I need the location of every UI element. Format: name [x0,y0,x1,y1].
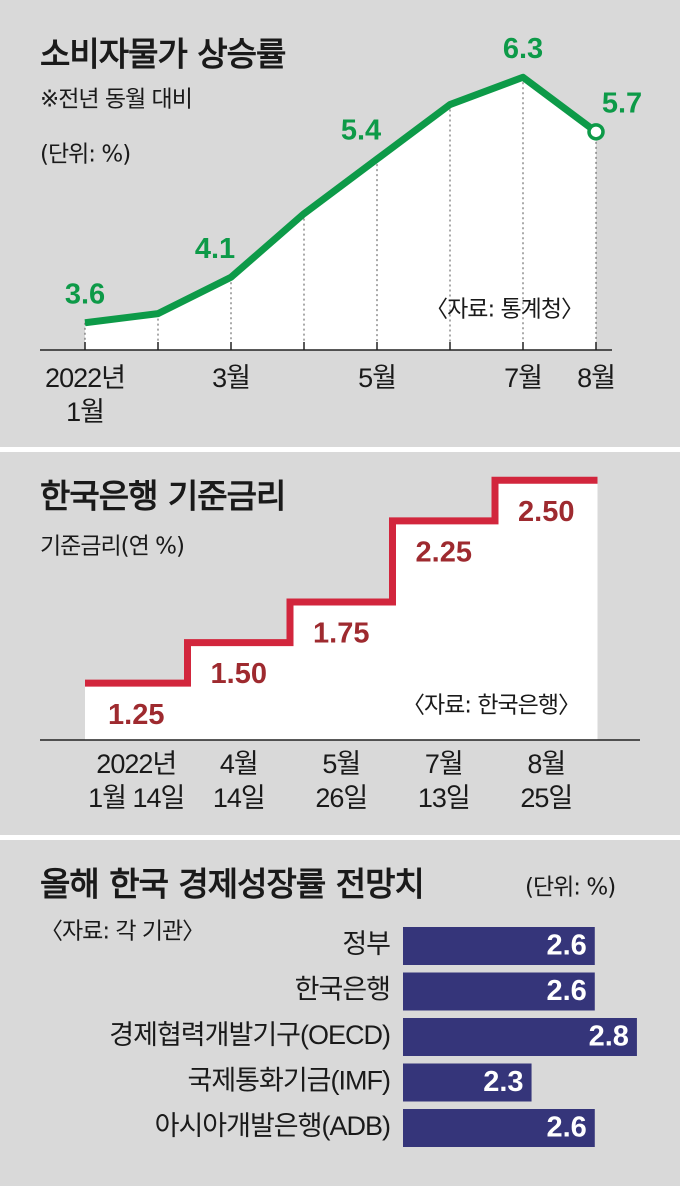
area [85,77,596,350]
chart-title: 한국은행 기준금리 [40,477,285,516]
category-label: 경제협력개발기구(OECD) [109,1020,390,1050]
x-tick-label: 3월 [212,363,250,393]
text-line: 2022년 [96,749,176,779]
data-label: 2.6 [546,975,586,1007]
category-label: 아시아개발은행(ADB) [155,1111,390,1141]
bar [403,1109,595,1147]
data-label: 2.8 [589,1021,629,1053]
step-bar [290,602,393,740]
x-tick-label: 5월 26일 [315,749,367,813]
data-label: 2.3 [483,1066,523,1098]
data-label: 2.6 [546,1112,586,1144]
data-label: 5.4 [341,115,381,147]
unit: (단위: %) [40,142,130,168]
subtitle: 기준금리(연 %) [40,534,184,560]
bar [403,927,595,965]
step-bar [187,642,290,740]
data-label: 1.75 [313,618,369,650]
text-line: 4월 [220,749,258,779]
bar [403,972,595,1011]
x-tick-label: 2022년 1월 14일 [88,749,184,813]
source: 〈자료: 각 기관〉 [40,919,204,945]
last-point [587,123,605,141]
text-line: 25일 [520,783,572,813]
x-tick-label: 2022년 1월 [45,363,125,427]
data-label: 1.50 [211,658,267,690]
x-tick-label: 5월 [358,363,396,393]
x-tick-label: 8월 [577,363,615,393]
data-label: 1.25 [108,699,164,731]
text-line: 2022년 [45,363,125,393]
category-label: 정부 [342,929,390,959]
text-line: 1월 [66,397,104,427]
data-label: 3.6 [65,278,105,310]
text-line: 26일 [315,783,367,813]
text-line: 7월 [425,749,463,779]
text-line: 5월 [322,749,360,779]
step-bar [495,480,598,740]
data-label: 2.25 [416,536,472,568]
chart-title: 올해 한국 경제성장률 전망치 [40,865,424,904]
text-line: 13일 [418,783,470,813]
x-tick-label: 8월 25일 [520,749,572,813]
line [84,73,599,327]
x-tick-label: 7월 [504,363,542,393]
x-tick-label: 4월 14일 [213,749,265,813]
step-bar [392,520,495,740]
subtitle: ※전년 동월 대비 [40,87,192,113]
source: 〈자료: 통계청〉 [425,297,583,323]
x-tick-label: 7월 13일 [418,749,470,813]
text-line: 8월 [527,749,565,779]
text-line: 14일 [213,783,265,813]
data-label: 4.1 [195,233,235,265]
step-bar [85,683,188,740]
data-label: 2.6 [546,930,586,962]
text-line: 1월 14일 [88,783,184,813]
step-line [85,476,598,687]
data-label: 5.7 [602,87,642,119]
chart-title: 소비자물가 상승률 [40,35,286,74]
data-label: 2.50 [518,496,574,528]
data-label: 6.3 [503,33,543,65]
bar [403,1018,637,1056]
category-label: 한국은행 [295,975,390,1005]
source: 〈자료: 한국은행〉 [402,693,580,719]
unit: (단위: %) [525,875,615,901]
bar [403,1063,532,1102]
category-label: 국제통화기금(IMF) [187,1066,390,1096]
